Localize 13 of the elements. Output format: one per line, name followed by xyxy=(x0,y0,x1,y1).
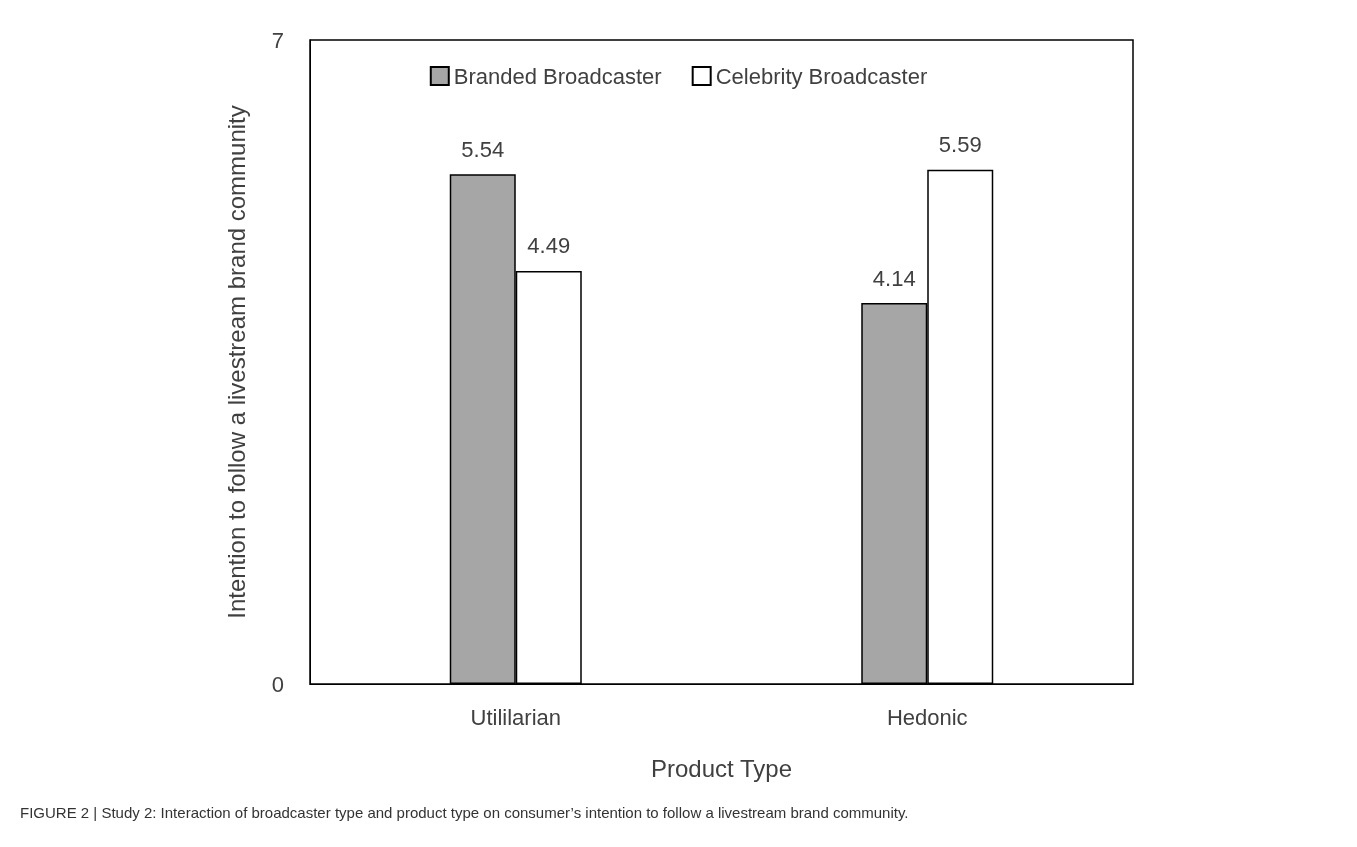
data-label: 5.59 xyxy=(938,132,982,158)
y-tick-label: 0 xyxy=(271,671,284,697)
data-label: 4.14 xyxy=(872,265,916,291)
y-axis-title: Intention to follow a livestream brand community xyxy=(222,105,250,619)
caption: FIGURE 2 | Study 2: Interaction of broadcaster type and product type on consumer’s intention to follow a livestream brand community. xyxy=(20,804,909,821)
legend-label: Celebrity Broadcaster xyxy=(715,63,928,89)
data-label: 4.49 xyxy=(527,233,571,259)
data-label: 5.54 xyxy=(461,136,505,162)
x-tick-label: Utililarian xyxy=(470,704,561,730)
x-axis-title: Product Type xyxy=(651,754,792,782)
legend-label: Branded Broadcaster xyxy=(453,63,662,89)
x-tick-label: Hedonic xyxy=(886,704,968,730)
y-tick-label: 7 xyxy=(271,27,284,53)
